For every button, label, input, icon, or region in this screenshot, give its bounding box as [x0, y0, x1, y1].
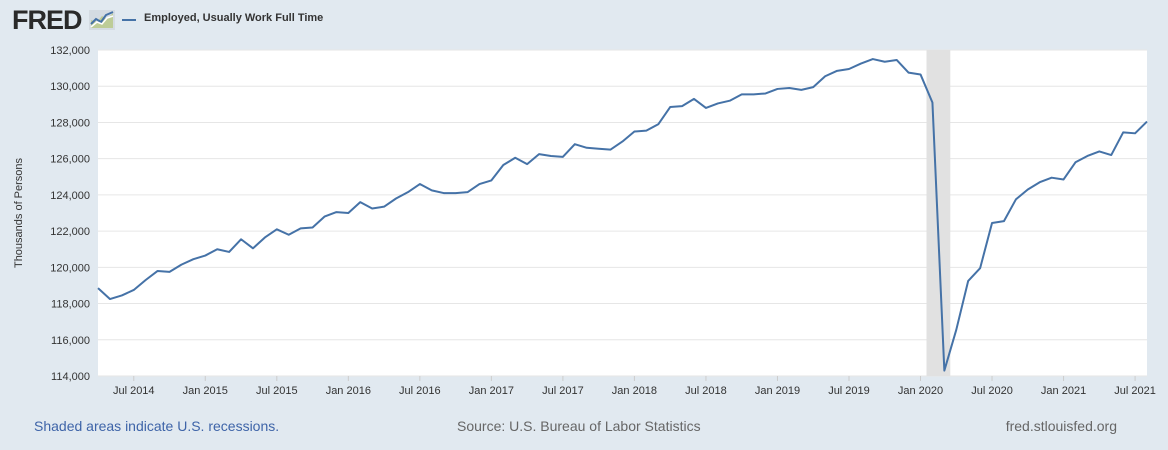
x-tick-label: Jul 2016 — [399, 385, 441, 397]
x-tick-label: Jul 2014 — [113, 385, 155, 397]
y-axis-label: Thousands of Persons — [13, 157, 25, 268]
y-tick-label: 122,000 — [50, 226, 90, 238]
plot-area — [98, 50, 1147, 376]
y-tick-label: 116,000 — [51, 335, 90, 347]
x-tick-label: Jul 2021 — [1114, 385, 1156, 397]
series-line[interactable] — [97, 58, 1148, 372]
x-tick-label: Jan 2021 — [1041, 385, 1086, 397]
source-text: Source: U.S. Bureau of Labor Statistics — [457, 418, 701, 434]
y-tick-label: 114,000 — [51, 371, 90, 383]
line-chart-logo-icon — [89, 10, 115, 30]
y-axis-ticks: 114,000 116,000 118,000 120,000 122,000 124,0… — [50, 45, 90, 383]
x-tick-label: Jul 2017 — [542, 385, 584, 397]
chart-header: FRED Employed, Usually Work Full Time — [0, 0, 1168, 40]
y-tick-label: 118,000 — [51, 299, 90, 311]
series-layer — [97, 58, 1148, 372]
x-axis-ticks: Jul 2014 Jan 2015 Jul 2015 Jan 2016 Jul 2016… — [113, 376, 1156, 397]
y-tick-label: 132,000 — [50, 45, 90, 57]
y-tick-label: 126,000 — [50, 154, 90, 166]
x-tick-label: Jan 2015 — [183, 385, 228, 397]
site-url[interactable]: fred.stlouisfed.org — [1005, 418, 1117, 434]
chart[interactable]: 114,000 116,000 118,000 120,000 122,000 124,0… — [0, 0, 1168, 410]
x-tick-label: Jul 2018 — [685, 385, 727, 397]
y-tick-label: 120,000 — [50, 262, 90, 274]
legend-swatch — [122, 19, 136, 21]
recession-shading — [926, 50, 951, 376]
recession-note[interactable]: Shaded areas indicate U.S. recessions. — [34, 418, 280, 434]
x-tick-label: Jul 2015 — [256, 385, 298, 397]
y-tick-label: 128,000 — [50, 117, 90, 129]
x-tick-label: Jul 2020 — [971, 385, 1013, 397]
y-tick-label: 130,000 — [50, 81, 90, 93]
legend-label: Employed, Usually Work Full Time — [144, 12, 324, 24]
x-tick-label: Jan 2020 — [898, 385, 943, 397]
x-tick-label: Jan 2018 — [612, 385, 657, 397]
fred-logo[interactable]: FRED — [12, 5, 82, 35]
x-tick-label: Jan 2016 — [326, 385, 371, 397]
y-tick-label: 124,000 — [50, 190, 90, 202]
x-tick-label: Jul 2019 — [828, 385, 870, 397]
x-tick-label: Jan 2017 — [469, 385, 514, 397]
recession-shade — [926, 50, 951, 376]
x-tick-label: Jan 2019 — [755, 385, 800, 397]
